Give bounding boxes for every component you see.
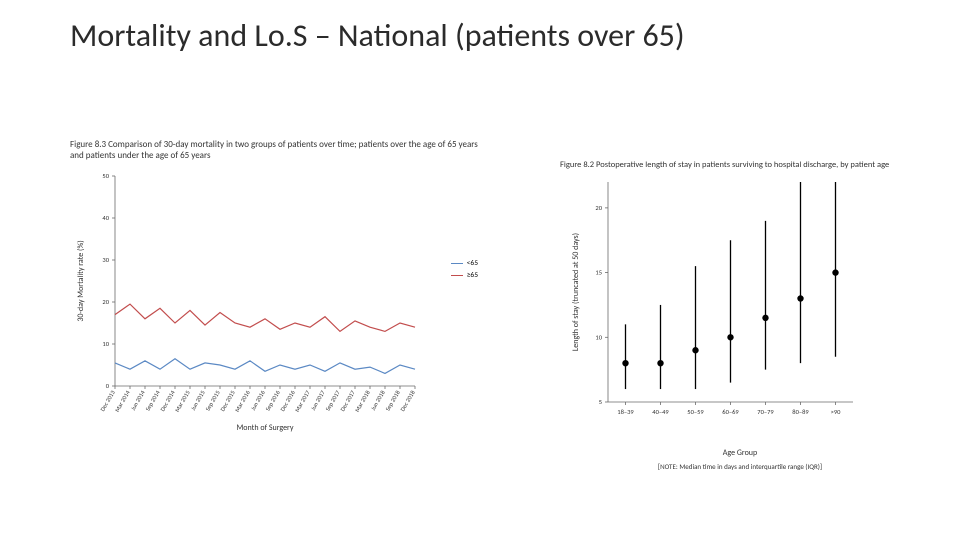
svg-text:80–89: 80–89 bbox=[792, 408, 809, 416]
mortality-legend: <65 ≥65 bbox=[451, 258, 478, 282]
legend-item-over65: ≥65 bbox=[451, 270, 478, 282]
svg-text:30-day Mortality rate (%): 30-day Mortality rate (%) bbox=[76, 240, 86, 321]
slide: Mortality and Lo.S – National (patients … bbox=[0, 0, 960, 540]
svg-text:15: 15 bbox=[595, 269, 602, 277]
figure-los-caption: Figure 8.2 Postoperative length of stay … bbox=[560, 160, 910, 170]
svg-text:>90: >90 bbox=[831, 408, 842, 416]
svg-text:Month of Surgery: Month of Surgery bbox=[236, 423, 293, 433]
page-title: Mortality and Lo.S – National (patients … bbox=[70, 18, 890, 55]
svg-text:40–49: 40–49 bbox=[652, 408, 669, 416]
svg-text:20: 20 bbox=[595, 204, 602, 212]
los-xaxis-title: Age Group bbox=[560, 448, 920, 458]
mortality-line-chart: 0102030405030-day Mortality rate (%)Dec … bbox=[70, 168, 485, 438]
legend-label-over65: ≥65 bbox=[467, 270, 478, 282]
svg-text:Dec 2018: Dec 2018 bbox=[398, 389, 416, 413]
legend-label-under65: <65 bbox=[467, 258, 478, 270]
legend-swatch-under65 bbox=[451, 263, 463, 265]
svg-text:10: 10 bbox=[102, 340, 109, 348]
svg-text:10: 10 bbox=[595, 333, 602, 341]
los-interval-chart: 5 10 15 20 Length of stay (truncated at 50 d… bbox=[560, 176, 870, 446]
figure-los: Figure 8.2 Postoperative length of stay … bbox=[560, 160, 920, 500]
svg-text:Length of stay (truncated at 5: Length of stay (truncated at 50 days) bbox=[571, 233, 581, 351]
svg-text:50–59: 50–59 bbox=[687, 408, 704, 416]
svg-text:50: 50 bbox=[102, 172, 109, 180]
figure-mortality-caption: Figure 8.3 Comparison of 30-day mortalit… bbox=[70, 140, 490, 162]
legend-swatch-over65 bbox=[451, 275, 463, 277]
svg-text:5: 5 bbox=[599, 398, 602, 406]
svg-text:30: 30 bbox=[102, 256, 109, 264]
svg-text:20: 20 bbox=[102, 298, 109, 306]
svg-text:18–39: 18–39 bbox=[617, 408, 634, 416]
svg-text:70–79: 70–79 bbox=[757, 408, 774, 416]
svg-text:60–69: 60–69 bbox=[722, 408, 739, 416]
los-note: [NOTE: Median time in days and interquar… bbox=[560, 462, 920, 471]
figure-mortality-chart: 0102030405030-day Mortality rate (%)Dec … bbox=[70, 168, 500, 438]
figure-los-chart: 5 10 15 20 Length of stay (truncated at 50 d… bbox=[560, 176, 920, 471]
svg-text:40: 40 bbox=[102, 214, 109, 222]
legend-item-under65: <65 bbox=[451, 258, 478, 270]
figure-mortality: Figure 8.3 Comparison of 30-day mortalit… bbox=[70, 140, 500, 480]
figures-row: Figure 8.3 Comparison of 30-day mortalit… bbox=[70, 140, 920, 510]
